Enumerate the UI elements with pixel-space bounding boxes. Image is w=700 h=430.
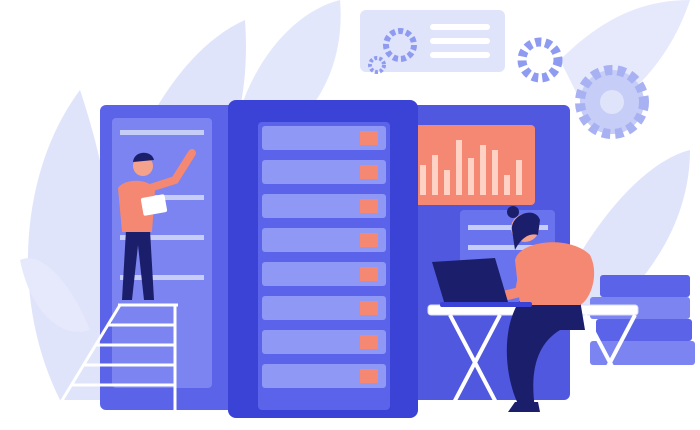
server-slot [262, 364, 386, 388]
legs [122, 230, 154, 300]
rack-line [468, 245, 548, 250]
server-slots [262, 126, 386, 388]
slot-light [360, 165, 378, 179]
screen-bar [492, 150, 498, 195]
slot-light [360, 267, 378, 281]
laptop [432, 258, 532, 307]
laptop-base [440, 302, 532, 307]
screen-bar [444, 170, 450, 195]
book [600, 275, 690, 297]
hair [133, 152, 154, 162]
arm [146, 149, 196, 192]
screen-bar [504, 175, 510, 195]
slot-light [360, 301, 378, 315]
slot-light [360, 199, 378, 213]
server-slot [262, 330, 386, 354]
rack-line [120, 275, 204, 280]
panel-line [430, 52, 490, 58]
slot-light [360, 369, 378, 383]
slot-light [360, 335, 378, 349]
rack-line [120, 235, 204, 240]
server-slot [262, 262, 386, 286]
hair-beard [511, 212, 540, 250]
gear [383, 28, 417, 62]
ladder-rail [53, 304, 122, 413]
server-slot [262, 126, 386, 150]
server-slot [262, 160, 386, 184]
gear-hub [600, 90, 624, 114]
gear [368, 56, 386, 74]
screen-bar [456, 140, 462, 195]
leaf [27, 90, 115, 400]
screen-bar [420, 165, 426, 195]
desk-leg [583, 314, 637, 411]
rack-line [120, 130, 204, 135]
shoe [508, 402, 540, 412]
developer [490, 206, 595, 412]
ladder [53, 303, 178, 413]
torso [118, 180, 155, 232]
panel-line [430, 38, 490, 44]
server-slot [262, 228, 386, 252]
gear [517, 37, 563, 83]
laptop-screen [432, 258, 508, 305]
leaf [20, 258, 90, 332]
screen-bar [516, 160, 522, 195]
screen-bar [480, 145, 486, 195]
hair-bun [507, 206, 519, 218]
slot-light [360, 131, 378, 145]
server-slot [262, 296, 386, 320]
legs [506, 300, 585, 408]
engineer [118, 149, 196, 300]
server-slot [262, 194, 386, 218]
leaf [240, 0, 341, 120]
desk-leg [448, 314, 502, 411]
panel-line [430, 24, 490, 30]
book [596, 319, 692, 341]
clipboard [140, 194, 168, 216]
screen-bar [468, 158, 474, 195]
rack-line [468, 225, 548, 230]
torso [515, 242, 595, 305]
slot-light [360, 233, 378, 247]
screen-bar [432, 155, 438, 195]
